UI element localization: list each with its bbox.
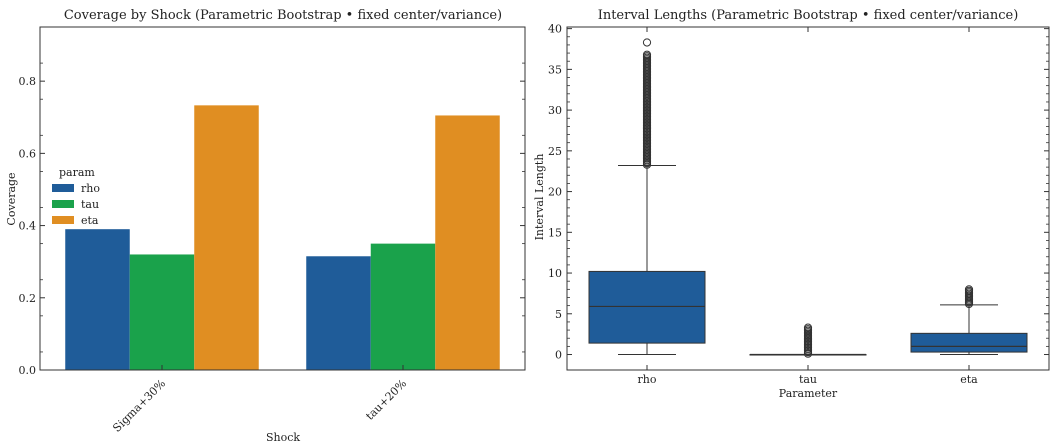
interval-length-panel: Interval Lengths (Parametric Bootstrap •… — [533, 8, 1050, 400]
x-tick-label: rho — [638, 373, 657, 386]
bar-eta-1 — [435, 115, 500, 371]
y-tick-label: 0.4 — [19, 220, 37, 233]
y-tick-label: 35 — [548, 63, 562, 76]
y-tick-label: 15 — [548, 226, 562, 239]
outlier-max-rho — [642, 38, 652, 47]
y-tick-label: 5 — [555, 308, 562, 321]
y-tick-label: 30 — [548, 104, 562, 117]
y-tick-label: 0 — [555, 349, 562, 362]
y-tick-label: 0.2 — [19, 292, 37, 305]
coverage-legend: param rho tau eta — [52, 166, 100, 227]
x-tick-label: tau+20% — [363, 377, 409, 423]
x-tick-label: tau — [799, 373, 817, 386]
y-tick-label: 0.8 — [19, 75, 37, 88]
interval-y-axis-label: Interval Length — [533, 154, 546, 241]
y-tick-label: 10 — [548, 267, 562, 280]
coverage-y-axis-label: Coverage — [5, 172, 18, 225]
x-tick-label: Sigma+30% — [110, 377, 168, 435]
interval-plot-frame — [566, 26, 1050, 371]
legend-swatch-tau — [52, 200, 74, 208]
bar-rho-1 — [306, 256, 371, 370]
legend-title: param — [59, 166, 95, 179]
outlier-tau — [803, 323, 813, 332]
bar-eta-0 — [194, 105, 259, 370]
legend-swatch-rho — [52, 184, 74, 192]
bar-tau-0 — [129, 254, 195, 370]
legend-label-tau: tau — [81, 198, 99, 211]
box-rho — [588, 270, 706, 344]
outlier-eta — [964, 285, 974, 294]
y-tick-label: 20 — [548, 186, 562, 199]
interval-x-axis-label: Parameter — [779, 387, 838, 400]
coverage-chart-title: Coverage by Shock (Parametric Bootstrap … — [64, 8, 502, 23]
legend-label-eta: eta — [81, 214, 99, 227]
y-tick-label: 0.6 — [19, 147, 37, 160]
outlier-rho — [642, 50, 652, 59]
bar-rho-0 — [65, 229, 130, 370]
y-tick-label: 25 — [548, 145, 562, 158]
y-tick-label: 40 — [548, 23, 562, 36]
coverage-x-axis-label: Shock — [266, 431, 300, 444]
y-tick-label: 0.0 — [19, 364, 37, 377]
x-tick-label: eta — [960, 373, 978, 386]
box-eta — [910, 332, 1028, 353]
legend-swatch-eta — [52, 216, 74, 224]
legend-label-rho: rho — [81, 182, 100, 195]
bar-tau-1 — [370, 243, 436, 370]
coverage-panel: Coverage by Shock (Parametric Bootstrap … — [5, 8, 526, 444]
interval-chart-title: Interval Lengths (Parametric Bootstrap •… — [598, 8, 1019, 23]
coverage-plot-frame — [39, 26, 526, 371]
